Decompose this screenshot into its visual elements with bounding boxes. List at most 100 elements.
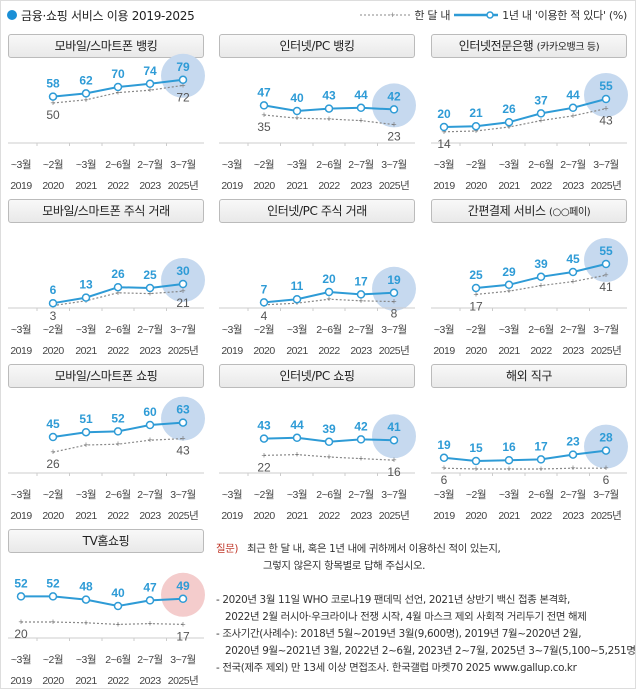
title-bullet-icon	[7, 10, 17, 20]
year-point	[48, 432, 58, 442]
x-tick-month: 2~6월	[528, 489, 553, 501]
year-point	[178, 75, 188, 85]
year-value-label: 15	[469, 441, 483, 455]
month-point: +	[538, 281, 543, 291]
panel-title: TV홈쇼핑	[8, 529, 204, 553]
month-point: +	[147, 619, 152, 629]
question-label: 질문)	[216, 543, 239, 555]
note-2b: 2020년 9월~2021년 3월, 2022년 2~6월, 2023년 2~7…	[225, 645, 636, 657]
x-tick-year: 2023	[562, 180, 584, 192]
month-series-line	[475, 274, 607, 295]
month-series-line	[263, 453, 395, 461]
legend: + 한 달 내 1년 내 '이용한 적 있다' (%)	[360, 7, 627, 23]
month-point: +	[294, 113, 299, 123]
year-point	[504, 117, 514, 127]
month-point: +	[473, 126, 478, 136]
month-value-label: 6	[603, 473, 610, 487]
note-3: - 전국(제주 제외) 만 13세 이상 면접조사. 한국갤럽 마켓70 202…	[216, 662, 577, 674]
x-tick-month: 3~7월	[593, 324, 618, 336]
year-value-label: 44	[566, 88, 580, 102]
x-tick-month: 2~7월	[348, 489, 373, 501]
x-tick-month: 3~7월	[381, 159, 406, 171]
year-point	[389, 435, 399, 445]
year-point	[81, 427, 91, 437]
x-tick-year: 2020	[253, 180, 275, 192]
x-tick-year: 2025년	[168, 510, 199, 522]
x-tick-year: 2021	[286, 510, 308, 522]
panel-title: 인터넷/PC 쇼핑	[219, 364, 415, 388]
panel-title-text: 모바일/스마트폰 주식 거래	[42, 204, 170, 218]
year-series-line	[443, 449, 607, 463]
x-tick-year: 2019	[433, 345, 455, 357]
x-tick-month: ~3월	[287, 324, 307, 336]
x-tick-year: 2025년	[168, 180, 199, 192]
year-value-label: 11	[291, 279, 304, 293]
x-tick-month: ~3월	[11, 159, 31, 171]
year-point	[259, 298, 269, 307]
year-point	[113, 82, 123, 92]
x-tick-year: 2019	[10, 345, 32, 357]
month-series-line	[443, 108, 607, 133]
year-value-label: 51	[79, 412, 93, 426]
svg-text:+: +	[390, 11, 395, 19]
x-tick-month: ~3월	[434, 159, 454, 171]
year-value-label: 49	[176, 579, 190, 593]
year-value-label: 6	[50, 283, 57, 297]
month-value-label: 3	[50, 309, 57, 323]
panel-7: 모바일/스마트폰 쇼핑 + + + + +26 43 45 51 52 60 63 ~3월 ~2월 ~3월 2…	[8, 361, 208, 526]
x-tick-year: 2020	[42, 510, 64, 522]
x-tick-month: ~3월	[76, 489, 96, 501]
year-point	[113, 282, 123, 292]
year-point	[389, 105, 399, 114]
year-point	[292, 433, 302, 443]
month-point: +	[147, 289, 152, 299]
x-tick-year: 2023	[139, 180, 161, 192]
panel-chart: + + + + +26 43 45 51 52 60 63 ~3월 ~2월 ~3월 2~6월 2~7월 3~7월…	[8, 396, 205, 522]
year-point	[145, 283, 155, 293]
year-point	[568, 103, 578, 113]
month-point: +	[50, 617, 55, 627]
year-value-label: 48	[79, 580, 93, 594]
year-point	[601, 259, 611, 269]
x-tick-year: 2023	[562, 510, 584, 522]
legend-month-label: 한 달 내	[414, 9, 451, 22]
x-tick-month: ~3월	[287, 159, 307, 171]
x-tick-year: 2022	[318, 345, 340, 357]
panel-4: 모바일/스마트폰 주식 거래+++++321613262530~3월~2월~3월…	[8, 196, 208, 361]
year-point	[471, 283, 481, 293]
year-value-label: 52	[14, 576, 28, 590]
year-value-label: 45	[566, 252, 580, 266]
x-tick-year: 2019	[221, 345, 243, 357]
panel-chart: + + + + + +6 6 19 15 16 17 23 28 ~3월 ~2월 ~3월 2~6월 2~7월 3~7…	[431, 424, 628, 522]
x-tick-year: 2019	[221, 510, 243, 522]
x-tick-month: 2~7월	[348, 159, 373, 171]
panel-chart: +++++48711201719~3월~2월~3월2~6월2~7월3~7월201…	[219, 266, 416, 357]
x-tick-month: ~2월	[254, 159, 274, 171]
month-point: +	[115, 439, 120, 449]
x-tick-month: 2~7월	[348, 324, 373, 336]
year-value-label: 70	[111, 67, 125, 81]
x-tick-year: 2021	[498, 510, 520, 522]
x-tick-month: ~3월	[222, 324, 242, 336]
x-tick-month: 2~7월	[137, 324, 162, 336]
year-point	[536, 272, 546, 282]
year-point	[16, 592, 26, 601]
month-point: +	[180, 619, 185, 629]
year-value-label: 17	[354, 274, 368, 288]
x-tick-month: 2~6월	[316, 324, 341, 336]
year-value-label: 44	[354, 88, 368, 102]
month-series-line	[52, 290, 184, 307]
year-value-label: 42	[354, 419, 368, 433]
panel-2: 인터넷/PC 뱅킹 + + + + +35 23 47 40 43 44 42 ~3월 ~2월 ~3월 2~6…	[219, 31, 419, 196]
year-point	[536, 109, 546, 118]
x-tick-year: 2023	[350, 345, 372, 357]
year-value-label: 74	[143, 64, 157, 78]
year-point	[48, 92, 58, 101]
x-tick-month: 3~7월	[170, 159, 195, 171]
panel-title-text: 모바일/스마트폰 뱅킹	[54, 39, 158, 53]
month-value-label: 72	[176, 90, 190, 104]
x-tick-year: 2019	[10, 180, 32, 192]
year-value-label: 13	[79, 278, 93, 292]
month-point: +	[603, 270, 608, 280]
month-point: +	[147, 85, 152, 95]
